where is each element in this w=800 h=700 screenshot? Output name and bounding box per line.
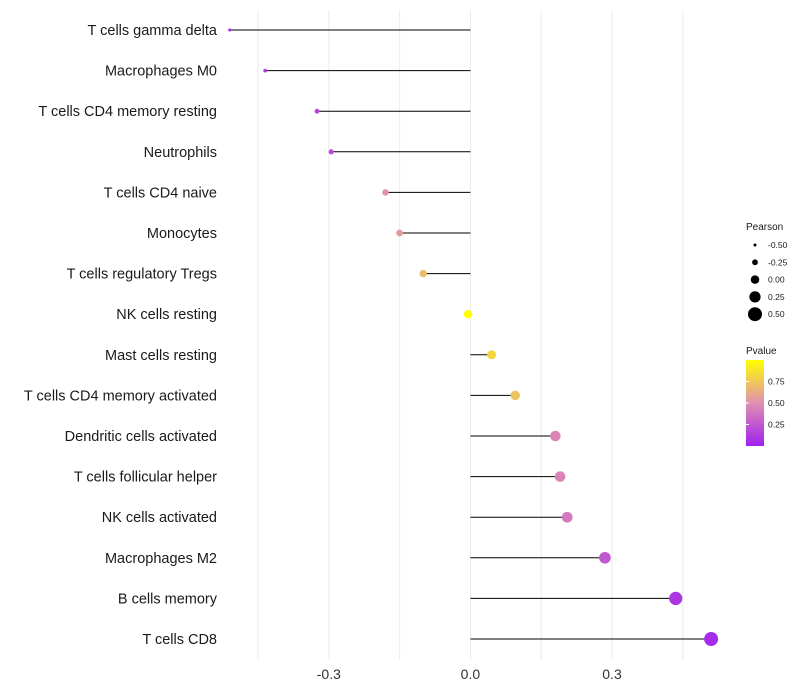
x-tick-label: -0.3 bbox=[317, 666, 341, 682]
lollipop-point bbox=[263, 68, 267, 73]
lollipop-point bbox=[463, 309, 473, 319]
colorbar-ticks: 0.25 0.50 0.75 bbox=[746, 377, 785, 430]
lollipop-point bbox=[228, 28, 232, 32]
colorbar-tick-label: 0.75 bbox=[768, 377, 785, 387]
category-label: Neutrophils bbox=[144, 145, 217, 161]
lollipop-point bbox=[669, 591, 683, 606]
size-legend-dot bbox=[749, 291, 761, 303]
category-labels: T cells gamma delta Macrophages M0 T cells… bbox=[24, 23, 218, 648]
category-label: NK cells resting bbox=[116, 307, 217, 323]
color-legend-title: Pvalue bbox=[746, 346, 777, 357]
size-legend-dot bbox=[753, 243, 757, 247]
size-legend-label: 0.50 bbox=[768, 309, 785, 319]
category-label: T cells CD4 memory resting bbox=[38, 104, 217, 120]
size-legend-dot bbox=[752, 259, 758, 266]
colorbar-tick-label: 0.50 bbox=[768, 398, 785, 408]
size-legend-dot bbox=[750, 275, 760, 284]
x-tick-label: 0.3 bbox=[602, 666, 622, 682]
x-axis-ticks: -0.3 0.0 0.3 bbox=[317, 666, 622, 682]
category-label: T cells gamma delta bbox=[88, 23, 218, 39]
category-label: B cells memory bbox=[118, 591, 218, 607]
category-label: Mast cells resting bbox=[105, 348, 217, 364]
category-label: Macrophages M0 bbox=[105, 64, 217, 80]
category-label: T cells CD8 bbox=[142, 632, 217, 648]
category-label: Monocytes bbox=[147, 226, 217, 242]
category-label: Dendritic cells activated bbox=[65, 429, 217, 445]
lollipop-point bbox=[510, 390, 521, 401]
size-legend: -0.50 -0.25 0.00 0.25 0.50 bbox=[748, 240, 788, 322]
lollipop-point bbox=[314, 108, 320, 114]
lollipop-point bbox=[396, 229, 404, 237]
legend: Pearson -0.50 -0.25 0.00 0.25 0.50 Pvalue 0.… bbox=[746, 222, 788, 446]
lollipop-point bbox=[554, 471, 566, 482]
lollipop-points bbox=[228, 28, 719, 646]
category-label: T cells follicular helper bbox=[74, 470, 217, 486]
category-label: T cells regulatory Tregs bbox=[67, 267, 217, 283]
size-legend-label: -0.50 bbox=[768, 240, 788, 250]
lollipop-point bbox=[561, 511, 573, 523]
lollipop-point bbox=[487, 350, 497, 360]
pvalue-colorbar bbox=[746, 360, 764, 446]
lollipop-point bbox=[328, 149, 334, 155]
lollipop-point bbox=[382, 189, 389, 196]
lollipop-point bbox=[599, 551, 611, 564]
category-label: NK cells activated bbox=[102, 510, 217, 526]
category-label: T cells CD4 naive bbox=[104, 185, 217, 201]
lollipop-point bbox=[550, 430, 561, 442]
colorbar-tick-label: 0.25 bbox=[768, 420, 785, 430]
size-legend-title: Pearson bbox=[746, 222, 783, 233]
lollipop-point bbox=[704, 632, 719, 646]
size-legend-dot bbox=[748, 307, 762, 322]
category-label: T cells CD4 memory activated bbox=[24, 388, 217, 404]
size-legend-label: -0.25 bbox=[768, 257, 788, 267]
lollipop-stems bbox=[229, 29, 712, 640]
category-label: Macrophages M2 bbox=[105, 551, 217, 567]
size-legend-label: 0.00 bbox=[768, 275, 785, 285]
size-legend-label: 0.25 bbox=[768, 292, 785, 302]
lollipop-point bbox=[419, 269, 427, 278]
x-tick-label: 0.0 bbox=[461, 666, 481, 682]
grid-lines bbox=[257, 10, 684, 660]
